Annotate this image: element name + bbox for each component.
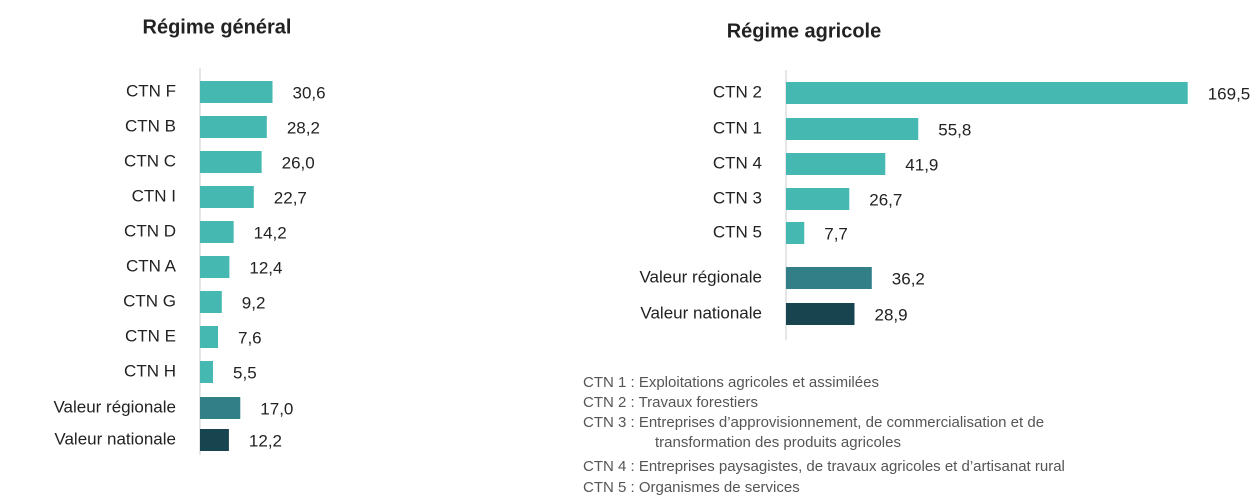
value-label: 14,2 bbox=[254, 223, 287, 242]
value-label: 41,9 bbox=[905, 155, 938, 174]
bar bbox=[786, 303, 855, 325]
value-label: 36,2 bbox=[892, 269, 925, 288]
category-label: Valeur régionale bbox=[639, 267, 762, 286]
note: CTN 2 : Travaux forestiers bbox=[583, 394, 758, 411]
value-label: 28,2 bbox=[287, 118, 320, 137]
value-label: 28,9 bbox=[874, 305, 907, 324]
category-label: CTN 5 bbox=[713, 222, 762, 241]
bar bbox=[200, 256, 230, 278]
category-label: Valeur régionale bbox=[53, 397, 176, 416]
category-label: CTN G bbox=[123, 291, 176, 310]
bar bbox=[786, 118, 919, 140]
category-label: CTN 2 bbox=[713, 82, 762, 101]
category-label: CTN 1 bbox=[713, 118, 762, 137]
value-label: 12,4 bbox=[249, 258, 282, 277]
value-label: 7,7 bbox=[824, 224, 848, 243]
value-label: 26,0 bbox=[282, 153, 315, 172]
bar bbox=[200, 291, 222, 313]
value-label: 22,7 bbox=[274, 188, 307, 207]
bar bbox=[200, 326, 219, 348]
category-label: CTN 4 bbox=[713, 153, 762, 172]
value-label: 9,2 bbox=[242, 293, 266, 312]
category-label: CTN I bbox=[132, 186, 176, 205]
bar bbox=[786, 188, 850, 210]
category-label: Valeur nationale bbox=[640, 303, 762, 322]
note: CTN 4 : Entreprises paysagistes, de trav… bbox=[583, 458, 1065, 475]
category-label: CTN A bbox=[126, 256, 177, 275]
bar bbox=[786, 82, 1188, 104]
note: CTN 1 : Exploitations agricoles et assim… bbox=[583, 374, 879, 391]
note: CTN 5 : Organismes de services bbox=[583, 479, 800, 496]
note: CTN 3 : Entreprises d’approvisionnement,… bbox=[583, 414, 1044, 431]
bar bbox=[786, 153, 886, 175]
category-label: CTN E bbox=[125, 326, 176, 345]
value-label: 30,6 bbox=[293, 83, 326, 102]
bar bbox=[200, 221, 234, 243]
bar bbox=[200, 186, 254, 208]
bar bbox=[786, 267, 872, 289]
category-label: CTN H bbox=[124, 361, 176, 380]
value-label: 17,0 bbox=[260, 399, 293, 418]
bar bbox=[200, 361, 214, 383]
bar bbox=[786, 222, 805, 244]
bar bbox=[200, 116, 267, 138]
value-label: 26,7 bbox=[869, 190, 902, 209]
bar bbox=[200, 397, 241, 419]
value-label: 5,5 bbox=[233, 363, 257, 382]
bar bbox=[200, 151, 262, 173]
category-label: CTN F bbox=[126, 81, 176, 100]
value-label: 55,8 bbox=[938, 120, 971, 139]
bar bbox=[200, 81, 273, 103]
category-label: CTN C bbox=[124, 151, 176, 170]
chart-title: Régime agricole bbox=[727, 20, 882, 42]
category-label: CTN 3 bbox=[713, 188, 762, 207]
category-label: Valeur nationale bbox=[54, 429, 176, 448]
category-label: CTN D bbox=[124, 221, 176, 240]
chart-title: Régime général bbox=[143, 16, 292, 38]
value-label: 12,2 bbox=[249, 431, 282, 450]
note: transformation des produits agricoles bbox=[655, 434, 901, 451]
bar bbox=[200, 429, 229, 451]
value-label: 169,5 bbox=[1208, 84, 1251, 103]
category-label: CTN B bbox=[125, 116, 176, 135]
value-label: 7,6 bbox=[238, 328, 262, 347]
